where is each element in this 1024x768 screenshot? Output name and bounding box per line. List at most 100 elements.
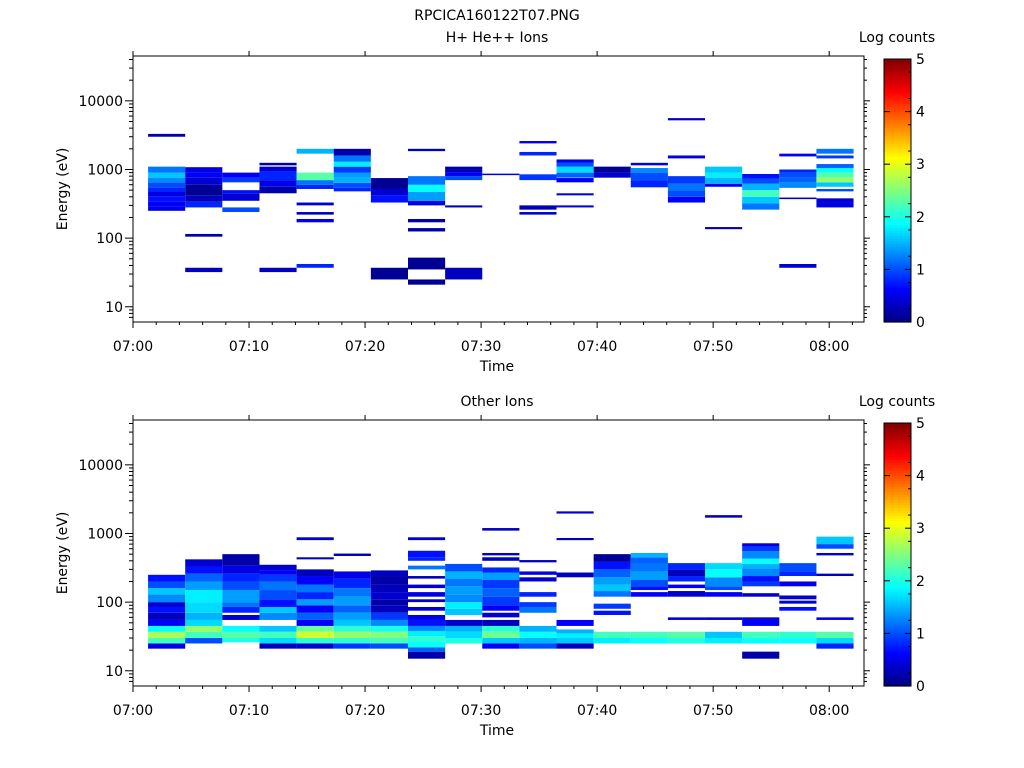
colorbar-swatch — [884, 108, 911, 113]
colorbar-swatch — [884, 549, 911, 553]
heatmap-cell — [816, 536, 854, 545]
heatmap-cell — [222, 193, 260, 201]
heatmap-cell — [222, 554, 260, 566]
heatmap-cell — [148, 581, 186, 589]
heatmap-cell — [519, 141, 557, 144]
heatmap-cell — [148, 638, 186, 644]
colorbar-swatch — [884, 562, 911, 566]
y-tick-label: 1000 — [87, 162, 123, 178]
heatmap-cell — [705, 592, 743, 597]
heatmap-cell — [222, 565, 260, 574]
heatmap-cell — [742, 543, 780, 547]
heatmap-cell — [148, 619, 186, 626]
colorbar-swatch — [884, 240, 911, 244]
y-tick-label: 100 — [96, 231, 123, 247]
panel-bottom-cells — [148, 511, 854, 659]
colorbar-swatch — [884, 203, 911, 207]
colorbar-swatch — [884, 279, 911, 284]
colorbar-swatch — [884, 72, 911, 76]
heatmap-cell — [556, 619, 594, 626]
heatmap-cell — [408, 176, 446, 185]
colorbar-swatch — [884, 124, 911, 128]
colorbar-swatch — [884, 565, 911, 569]
heatmap-cell — [333, 172, 371, 178]
heatmap-cell — [333, 182, 371, 188]
heatmap-cell — [148, 196, 186, 202]
colorbar-swatch — [884, 588, 911, 592]
colorbar-tick-label: 5 — [916, 52, 925, 68]
heatmap-cell — [222, 573, 260, 582]
heatmap-cell — [593, 638, 631, 644]
colorbar-swatch — [884, 528, 911, 532]
heatmap-cell — [259, 599, 297, 607]
colorbar-swatch — [884, 675, 911, 679]
colorbar-swatch — [884, 667, 911, 671]
heatmap-cell — [296, 592, 334, 600]
heatmap-cell — [445, 619, 483, 626]
heatmap-cell — [222, 590, 260, 603]
heatmap-cell — [482, 638, 520, 644]
colorbar-swatch — [884, 69, 911, 73]
heatmap-cell — [667, 617, 706, 620]
colorbar-swatch — [884, 95, 911, 100]
colorbar-swatch — [884, 272, 911, 276]
colorbar-swatch — [884, 314, 911, 318]
heatmap-cell — [445, 172, 483, 177]
colorbar-swatch — [884, 654, 911, 658]
heatmap-cell — [519, 631, 557, 639]
colorbar-swatch — [884, 438, 911, 443]
heatmap-cell — [519, 577, 557, 582]
colorbar-swatch — [884, 557, 911, 561]
heatmap-cell — [445, 578, 483, 587]
heatmap-cell — [296, 557, 334, 560]
heatmap-cell — [779, 197, 817, 200]
colorbar-swatch — [884, 664, 911, 669]
x-tick-label: 07:20 — [345, 703, 385, 719]
colorbar-swatch — [884, 446, 911, 450]
heatmap-cell — [816, 188, 854, 192]
colorbar-swatch — [884, 512, 911, 516]
colorbar-swatch — [884, 672, 911, 677]
colorbar-swatch — [884, 201, 911, 205]
heatmap-cell — [779, 182, 817, 188]
heatmap-cell — [185, 590, 223, 603]
colorbar-swatch — [884, 543, 911, 548]
colorbar-swatch — [884, 628, 911, 632]
colorbar-swatch — [884, 293, 911, 297]
heatmap-cell — [705, 515, 743, 518]
y-tick-label: 10 — [105, 300, 123, 316]
colorbar-swatch — [884, 206, 911, 210]
colorbar-swatch — [884, 77, 911, 81]
colorbar-swatch — [884, 596, 911, 600]
heatmap-cell — [482, 625, 520, 632]
heatmap-cell — [556, 537, 594, 541]
colorbar-swatch — [884, 501, 911, 506]
heatmap-cell — [667, 631, 706, 639]
colorbar-swatch — [884, 87, 911, 92]
colorbar-frame — [883, 422, 912, 687]
heatmap-cell — [296, 584, 334, 593]
colorbar-swatch — [884, 256, 911, 260]
heatmap-cell — [445, 631, 483, 639]
heatmap-cell — [556, 643, 594, 649]
heatmap-cell — [296, 638, 334, 644]
heatmap-cell — [445, 571, 483, 579]
colorbar-swatch — [884, 101, 911, 105]
colorbar-swatch — [884, 643, 911, 648]
heatmap-cell — [705, 166, 743, 173]
colorbar-swatch — [884, 617, 911, 621]
heatmap-cell — [630, 586, 668, 591]
heatmap-cell — [408, 641, 446, 648]
panel-top: H+ He++ Ions 07:00 07:10 07:20 07:30 07:40 07… — [55, 30, 935, 375]
heatmap-cell — [667, 576, 706, 582]
colorbar-swatch — [884, 80, 911, 84]
heatmap-cell — [742, 568, 780, 577]
heatmap-cell — [742, 593, 780, 597]
heatmap-cell — [445, 625, 483, 632]
heatmap-cell — [445, 563, 483, 572]
colorbar-swatch — [884, 591, 911, 595]
heatmap-cell — [222, 581, 260, 591]
heatmap-cell — [296, 537, 334, 541]
colorbar-swatch — [884, 522, 911, 527]
colorbar-swatch — [884, 300, 911, 305]
